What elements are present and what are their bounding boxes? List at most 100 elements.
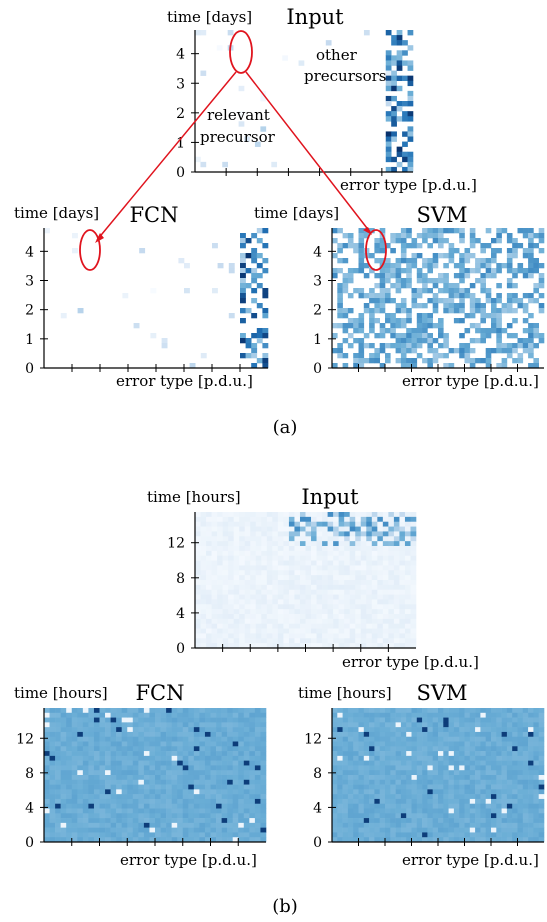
- heatmap-cell: [121, 712, 128, 718]
- heatmap-cell: [506, 712, 513, 718]
- heatmap-cell: [155, 751, 161, 757]
- heatmap-cell: [155, 798, 161, 805]
- heatmap-cell: [459, 746, 465, 752]
- heatmap-cell: [491, 318, 497, 324]
- heatmap-cell: [512, 746, 518, 752]
- heatmap-cell: [82, 832, 89, 838]
- heatmap-cell: [363, 303, 370, 309]
- heatmap-cell: [132, 741, 139, 747]
- heatmap-cell: [243, 818, 250, 824]
- heatmap-cell: [438, 813, 444, 819]
- heatmap-cell: [404, 550, 411, 557]
- heatmap-cell: [533, 837, 539, 843]
- heatmap-cell: [496, 741, 502, 747]
- heatmap-cell: [453, 818, 460, 824]
- heatmap-cell: [347, 808, 354, 814]
- heatmap-cell: [200, 643, 207, 649]
- heatmap-cell: [243, 832, 250, 838]
- heatmap-cell: [538, 333, 545, 339]
- heatmap-cell: [416, 293, 423, 299]
- heatmap-cell: [249, 837, 256, 843]
- heatmap-cell: [311, 618, 317, 625]
- heatmap-cell: [261, 570, 268, 576]
- heatmap-cell: [363, 789, 370, 795]
- heatmap-cell: [177, 746, 184, 752]
- heatmap-cell: [399, 643, 406, 649]
- heatmap-cell: [411, 258, 418, 264]
- heatmap-cell: [459, 303, 465, 309]
- heatmap-cell: [459, 803, 465, 809]
- heatmap-cell: [377, 516, 384, 523]
- heatmap-cell: [249, 775, 256, 781]
- heatmap-cell: [160, 803, 167, 809]
- heatmap-cell: [155, 784, 161, 790]
- heatmap-cell: [358, 318, 365, 324]
- heatmap-cell: [422, 303, 428, 309]
- heatmap-cell: [391, 80, 397, 87]
- heatmap-cell: [342, 736, 349, 742]
- heatmap-cell: [250, 633, 257, 639]
- heatmap-cell: [240, 243, 246, 249]
- panel-caption-a: (a): [273, 417, 298, 438]
- heatmap-cell: [528, 731, 534, 738]
- heatmap-cell: [491, 803, 497, 809]
- heatmap-cell: [522, 343, 529, 349]
- heatmap-cell: [256, 238, 263, 244]
- heatmap-cell: [538, 731, 545, 738]
- heatmap-cell: [385, 85, 392, 92]
- heatmap-cell: [260, 741, 267, 747]
- heatmap-cell: [210, 717, 217, 723]
- heatmap-cell: [358, 293, 365, 299]
- heatmap-cell: [427, 323, 433, 329]
- heatmap-cell: [272, 516, 279, 523]
- heatmap-cell: [160, 775, 167, 781]
- heatmap-cell: [459, 822, 465, 828]
- heatmap-cell: [371, 516, 378, 523]
- heatmap-cell: [533, 775, 539, 781]
- heatmap-cell: [171, 717, 178, 723]
- heatmap-cell: [243, 722, 250, 728]
- heatmap-cell: [110, 779, 117, 785]
- heatmap-cell: [427, 798, 433, 805]
- heatmap-cell: [427, 832, 433, 838]
- heatmap-cell: [404, 521, 411, 527]
- heatmap-cell: [410, 516, 417, 523]
- heatmap-cell: [256, 273, 263, 279]
- heatmap-cell: [195, 580, 201, 586]
- heatmap-cell: [522, 794, 529, 800]
- heatmap-cell: [294, 541, 301, 547]
- heatmap-cell: [416, 333, 423, 339]
- heatmap-cell: [501, 837, 508, 843]
- heatmap-cell: [443, 273, 449, 279]
- heatmap-cell: [396, 75, 403, 82]
- heatmap-cell: [240, 283, 246, 289]
- heatmap-cell: [99, 741, 106, 747]
- heatmap-cell: [427, 784, 433, 790]
- heatmap-cell: [44, 798, 50, 805]
- heatmap-cell: [388, 614, 395, 620]
- heatmap-cell: [410, 618, 417, 625]
- heatmap-cell: [227, 731, 233, 738]
- heatmap-cell: [200, 594, 207, 600]
- heatmap-cell: [260, 808, 267, 814]
- heatmap-cell: [469, 338, 476, 344]
- heatmap-cell: [127, 712, 134, 718]
- heatmap-cell: [459, 228, 465, 234]
- heatmap-cell: [438, 775, 444, 781]
- heatmap-cell: [377, 589, 384, 595]
- heatmap-cell: [496, 760, 502, 766]
- heatmap-cell: [469, 717, 476, 723]
- y-axis-label: time [days]: [254, 204, 339, 222]
- heatmap-cell: [184, 263, 190, 269]
- heatmap-cell: [221, 712, 228, 718]
- heatmap-cell: [369, 741, 375, 747]
- heatmap-cell: [528, 775, 534, 781]
- heatmap-cell: [288, 536, 295, 542]
- heatmap-cell: [204, 765, 211, 771]
- heatmap-cell: [448, 813, 455, 819]
- heatmap-cell: [105, 827, 111, 833]
- heatmap-cell: [485, 363, 492, 369]
- heatmap-cell: [353, 751, 359, 757]
- heatmap-cell: [333, 618, 339, 625]
